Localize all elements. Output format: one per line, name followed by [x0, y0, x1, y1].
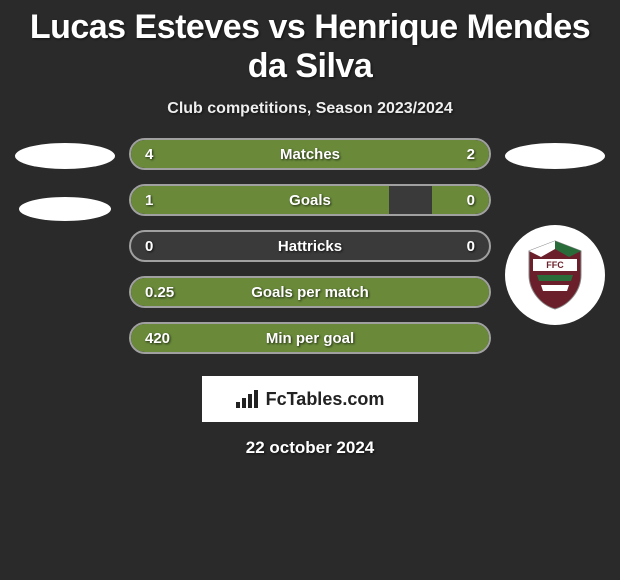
stat-row: 0Hattricks0	[129, 230, 491, 262]
subtitle: Club competitions, Season 2023/2024	[0, 100, 620, 118]
stat-row: 420Min per goal	[129, 322, 491, 354]
svg-text:FFC: FFC	[546, 260, 564, 270]
stat-row: 0.25Goals per match	[129, 276, 491, 308]
stat-value-right: 0	[467, 192, 475, 209]
date-text: 22 october 2024	[0, 438, 620, 458]
player-left-placeholder-2	[19, 197, 111, 221]
stat-value-right: 2	[467, 146, 475, 163]
player-left-placeholder-1	[15, 143, 115, 169]
stat-label: Goals	[131, 192, 489, 209]
stat-row: 4Matches2	[129, 138, 491, 170]
player-right-placeholder	[505, 143, 605, 169]
right-side: FFC	[495, 138, 615, 325]
comparison-body: 4Matches21Goals00Hattricks00.25Goals per…	[0, 138, 620, 368]
stat-label: Min per goal	[131, 330, 489, 347]
stat-label: Matches	[131, 146, 489, 163]
brand-text: FcTables.com	[266, 389, 385, 410]
stat-row: 1Goals0	[129, 184, 491, 216]
chart-icon	[236, 390, 258, 408]
left-side	[5, 138, 125, 249]
brand-box[interactable]: FcTables.com	[202, 376, 418, 422]
page-title: Lucas Esteves vs Henrique Mendes da Silv…	[0, 0, 620, 90]
stat-value-right: 0	[467, 238, 475, 255]
stat-label: Hattricks	[131, 238, 489, 255]
club-badge-right: FFC	[505, 225, 605, 325]
stat-rows: 4Matches21Goals00Hattricks00.25Goals per…	[125, 138, 495, 368]
comparison-infographic: Lucas Esteves vs Henrique Mendes da Silv…	[0, 0, 620, 458]
stat-label: Goals per match	[131, 284, 489, 301]
fluminense-shield-icon: FFC	[523, 239, 587, 311]
